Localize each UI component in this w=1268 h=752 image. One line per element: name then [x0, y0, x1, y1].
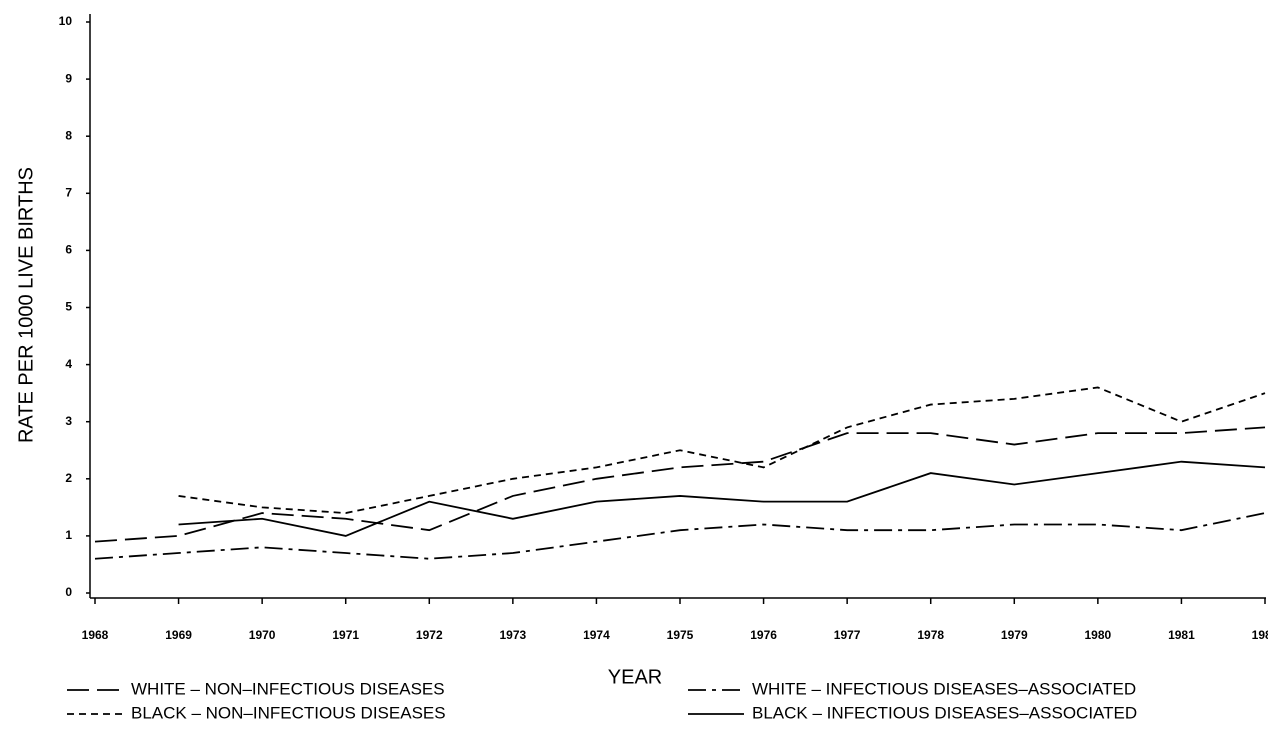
y-tick-label: 6: [65, 243, 72, 257]
legend-label: BLACK – NON–INFECTIOUS DISEASES: [131, 703, 446, 722]
y-tick-label: 2: [65, 471, 72, 485]
y-tick-label: 8: [65, 128, 72, 142]
y-tick-label: 10: [59, 14, 73, 28]
x-tick-label: 1968: [82, 628, 109, 642]
series-line: [94, 426, 1266, 543]
legend-label: WHITE – INFECTIOUS DISEASES–ASSOCIATED: [752, 679, 1136, 698]
x-tick-label: 1981: [1168, 628, 1195, 642]
y-tick-label: 0: [65, 585, 72, 599]
y-tick-label: 5: [65, 300, 72, 314]
y-tick-label: 1: [65, 528, 72, 542]
x-tick-label: 1970: [249, 628, 276, 642]
x-axis-label: YEAR: [608, 666, 662, 688]
x-tick-label: 1979: [1001, 628, 1028, 642]
legend-label: BLACK – INFECTIOUS DISEASES–ASSOCIATED: [752, 703, 1137, 722]
y-axis-label: RATE PER 1000 LIVE BIRTHS: [15, 167, 37, 443]
legend-label: WHITE – NON–INFECTIOUS DISEASES: [131, 679, 445, 698]
y-tick-label: 7: [65, 185, 72, 199]
x-tick-label: 1978: [917, 628, 944, 642]
y-tick-label: 3: [65, 414, 72, 428]
series-line: [178, 460, 1266, 537]
x-tick-label: 1976: [750, 628, 777, 642]
series-line: [94, 512, 1266, 560]
x-tick-label: 1974: [583, 628, 610, 642]
y-tick-label: 9: [65, 71, 72, 85]
x-tick-label: 1972: [416, 628, 443, 642]
x-tick-label: 1975: [667, 628, 694, 642]
x-tick-label: 1973: [500, 628, 527, 642]
y-tick-label: 4: [65, 357, 72, 371]
x-tick-label: 1982: [1252, 628, 1268, 642]
x-tick-label: 1971: [332, 628, 359, 642]
series-line: [178, 386, 1266, 514]
x-tick-label: 1977: [834, 628, 861, 642]
x-tick-label: 1969: [165, 628, 192, 642]
x-tick-label: 1980: [1085, 628, 1112, 642]
